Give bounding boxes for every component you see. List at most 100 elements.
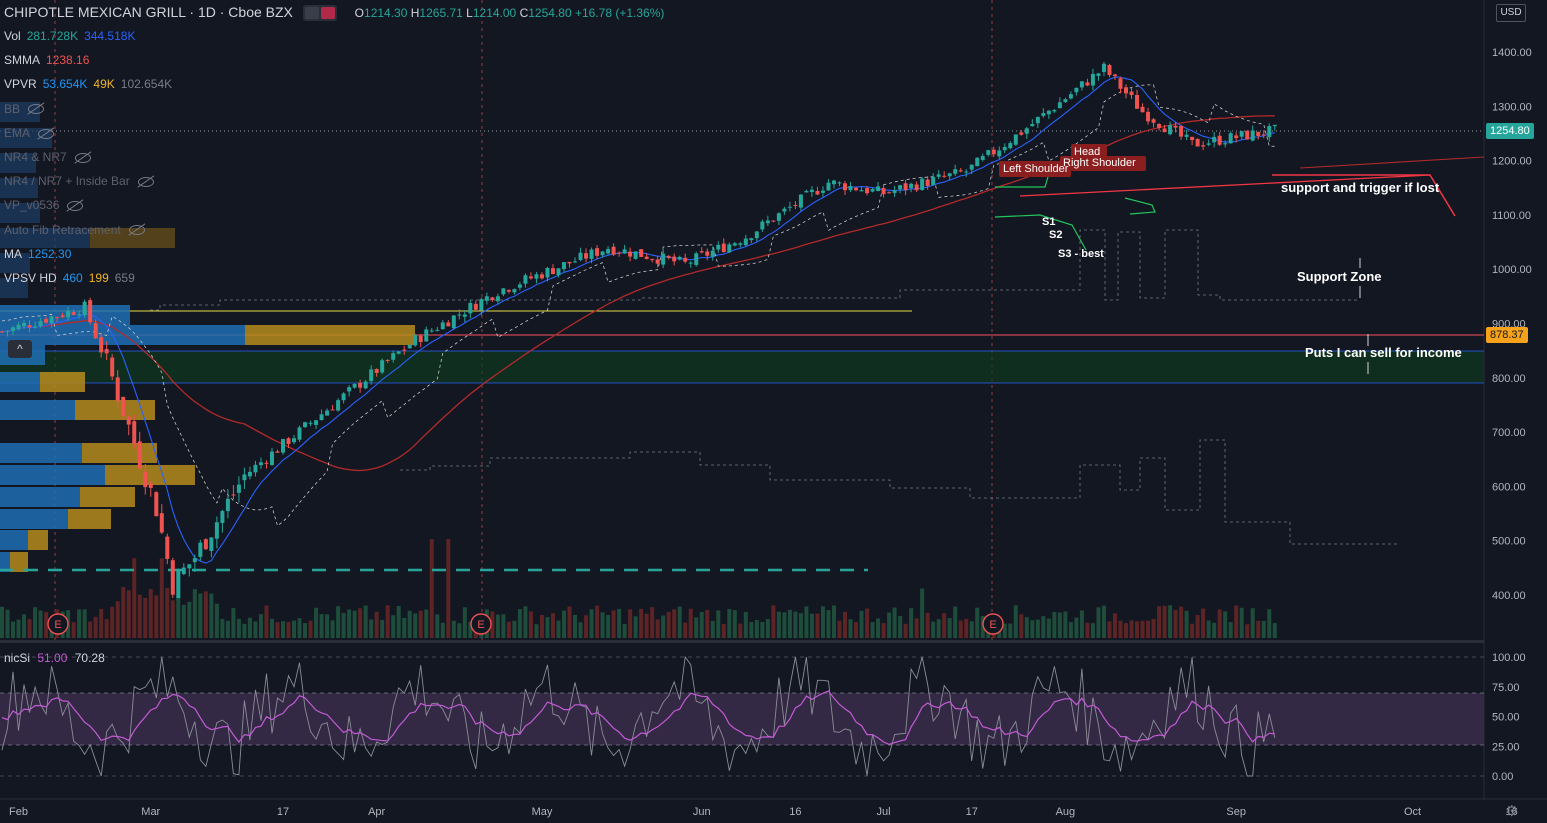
candle-body[interactable]	[947, 173, 952, 177]
candle-body[interactable]	[699, 251, 704, 253]
candle-body[interactable]	[688, 262, 693, 264]
candle-body[interactable]	[567, 261, 572, 264]
candle-body[interactable]	[1135, 95, 1140, 109]
candle-body[interactable]	[484, 296, 489, 301]
candle-body[interactable]	[198, 542, 203, 557]
candle-body[interactable]	[11, 327, 16, 332]
candle-body[interactable]	[176, 570, 181, 599]
candle-body[interactable]	[639, 249, 644, 257]
candle-body[interactable]	[479, 299, 484, 311]
candle-body[interactable]	[1261, 134, 1266, 136]
earnings-marker[interactable]	[470, 613, 492, 635]
candle-body[interactable]	[297, 427, 302, 440]
candle-body[interactable]	[165, 536, 170, 559]
candle-body[interactable]	[1250, 130, 1255, 141]
candle-body[interactable]	[969, 164, 974, 170]
candle-body[interactable]	[964, 171, 969, 173]
candle-body[interactable]	[1190, 136, 1195, 141]
candle-body[interactable]	[1112, 74, 1117, 77]
hidden-eye-icon[interactable]	[137, 177, 154, 188]
candle-body[interactable]	[743, 238, 748, 246]
indicator-row[interactable]: VPSV HD 460 199 659	[4, 271, 135, 285]
indicator-row[interactable]: NR4 & NR7	[4, 150, 91, 164]
candle-body[interactable]	[771, 220, 776, 222]
candle-body[interactable]	[303, 422, 308, 428]
chart-type-toggle[interactable]	[302, 5, 337, 22]
candle-body[interactable]	[859, 190, 864, 192]
indicator-row[interactable]: EMA	[4, 126, 55, 140]
candle-body[interactable]	[1234, 135, 1239, 139]
indicator-row[interactable]: VP_v0536	[4, 198, 84, 212]
candle-body[interactable]	[462, 314, 467, 317]
candle-body[interactable]	[942, 175, 947, 177]
candle-body[interactable]	[143, 471, 148, 488]
candle-body[interactable]	[843, 183, 847, 191]
candlestick-series[interactable]	[0, 61, 1277, 599]
candle-body[interactable]	[242, 474, 247, 481]
candle-body[interactable]	[578, 252, 583, 261]
candle-body[interactable]	[148, 483, 153, 488]
candle-body[interactable]	[920, 178, 925, 190]
candle-body[interactable]	[1157, 124, 1162, 128]
candle-body[interactable]	[402, 349, 407, 351]
candle-body[interactable]	[600, 251, 605, 256]
candle-body[interactable]	[754, 231, 759, 239]
candle-body[interactable]	[1267, 126, 1272, 138]
candle-body[interactable]	[104, 349, 109, 354]
candle-body[interactable]	[887, 192, 892, 194]
candle-body[interactable]	[820, 190, 825, 193]
candle-body[interactable]	[1146, 111, 1151, 122]
candle-body[interactable]	[798, 194, 803, 208]
candle-body[interactable]	[1041, 113, 1046, 116]
candle-body[interactable]	[115, 377, 120, 402]
candle-body[interactable]	[269, 451, 274, 465]
candle-body[interactable]	[292, 438, 297, 443]
candle-body[interactable]	[848, 186, 853, 191]
candle-body[interactable]	[595, 248, 600, 256]
candle-body[interactable]	[407, 344, 412, 349]
candle-body[interactable]	[71, 312, 76, 315]
candle-body[interactable]	[1173, 125, 1178, 128]
candle-body[interactable]	[473, 303, 478, 310]
candle-body[interactable]	[66, 310, 71, 318]
candle-body[interactable]	[258, 462, 263, 466]
candle-body[interactable]	[738, 243, 743, 245]
hidden-eye-icon[interactable]	[67, 201, 84, 212]
candle-body[interactable]	[804, 190, 809, 193]
time-axis[interactable]: Feb Mar 17 Apr May Jun 16 Jul 17 Aug Sep Oct 16	[9, 806, 1518, 818]
candle-body[interactable]	[325, 410, 330, 416]
candle-body[interactable]	[380, 360, 385, 373]
candle-body[interactable]	[440, 322, 445, 330]
candle-body[interactable]	[1074, 87, 1079, 93]
candle-body[interactable]	[154, 492, 159, 517]
candle-body[interactable]	[314, 420, 319, 425]
candle-body[interactable]	[815, 191, 820, 195]
candle-body[interactable]	[347, 387, 352, 392]
candle-body[interactable]	[694, 253, 699, 265]
candle-body[interactable]	[413, 335, 418, 346]
candle-body[interactable]	[55, 317, 60, 319]
candle-body[interactable]	[77, 314, 82, 316]
candle-body[interactable]	[661, 253, 666, 265]
candle-body[interactable]	[925, 179, 930, 186]
candle-body[interactable]	[997, 150, 1002, 157]
candle-body[interactable]	[650, 259, 655, 261]
candle-body[interactable]	[710, 250, 715, 257]
candle-body[interactable]	[264, 462, 269, 464]
candle-body[interactable]	[898, 185, 903, 190]
candle-body[interactable]	[253, 464, 258, 473]
candle-body[interactable]	[231, 494, 236, 496]
candle-body[interactable]	[369, 369, 374, 382]
candle-body[interactable]	[991, 149, 996, 155]
candle-body[interactable]	[1079, 81, 1084, 88]
candle-body[interactable]	[506, 290, 511, 292]
candle-body[interactable]	[617, 252, 622, 254]
candle-body[interactable]	[330, 409, 335, 411]
candle-body[interactable]	[562, 262, 566, 270]
price-axis[interactable]: 1400.001300.001200.001100.001000.00900.0…	[1492, 47, 1532, 602]
candle-body[interactable]	[1090, 73, 1095, 86]
candle-body[interactable]	[655, 259, 660, 264]
candle-body[interactable]	[903, 183, 908, 191]
candle-body[interactable]	[137, 441, 142, 469]
